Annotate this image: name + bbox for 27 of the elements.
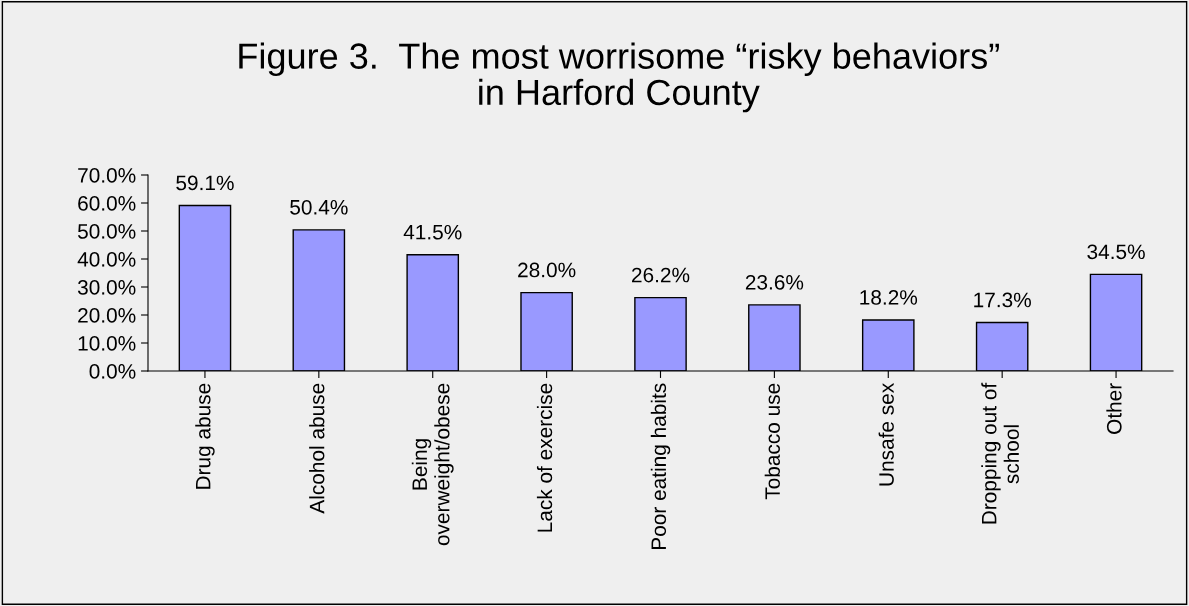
x-tick-label: Being overweight/obese: [411, 383, 454, 546]
y-tick-label: 50.0%: [77, 224, 136, 239]
x-tick-label: Other: [1106, 383, 1122, 434]
x-tick-label: Drug abuse: [195, 383, 215, 489]
y-tick-label: 0.0%: [89, 364, 136, 379]
y-tick-label: 40.0%: [77, 252, 136, 267]
x-tick-label: Unsafe sex: [878, 383, 894, 486]
chart-title: Figure 3. The most worrisome “risky behaviors” in Harford County: [239, 42, 999, 113]
y-tick-label: 70.0%: [78, 168, 136, 183]
data-label: 59.1%: [176, 175, 234, 191]
y-tick-label: 10.0%: [78, 336, 136, 351]
data-label: 34.5%: [1087, 244, 1145, 260]
y-tick-label: 20.0%: [78, 308, 136, 323]
x-tick-label: Dropping out of school: [981, 382, 1019, 524]
data-label: 50.4%: [290, 199, 348, 215]
data-label: 41.5%: [403, 224, 462, 240]
data-label: 18.2%: [860, 290, 918, 305]
y-tick-label: 60.0%: [78, 196, 136, 211]
data-label: 28.0%: [518, 262, 576, 278]
x-tick-label: Alcohol abuse: [309, 383, 325, 514]
data-label: 26.2%: [632, 267, 690, 283]
x-tick-label: Lack of exercise: [536, 383, 553, 532]
data-label: 23.6%: [745, 274, 804, 290]
x-tick-label: Poor eating habits: [650, 383, 671, 550]
x-tick-label: Tobacco use: [764, 383, 780, 500]
data-label: 17.3%: [974, 292, 1031, 308]
y-tick-label: 30.0%: [77, 280, 136, 295]
